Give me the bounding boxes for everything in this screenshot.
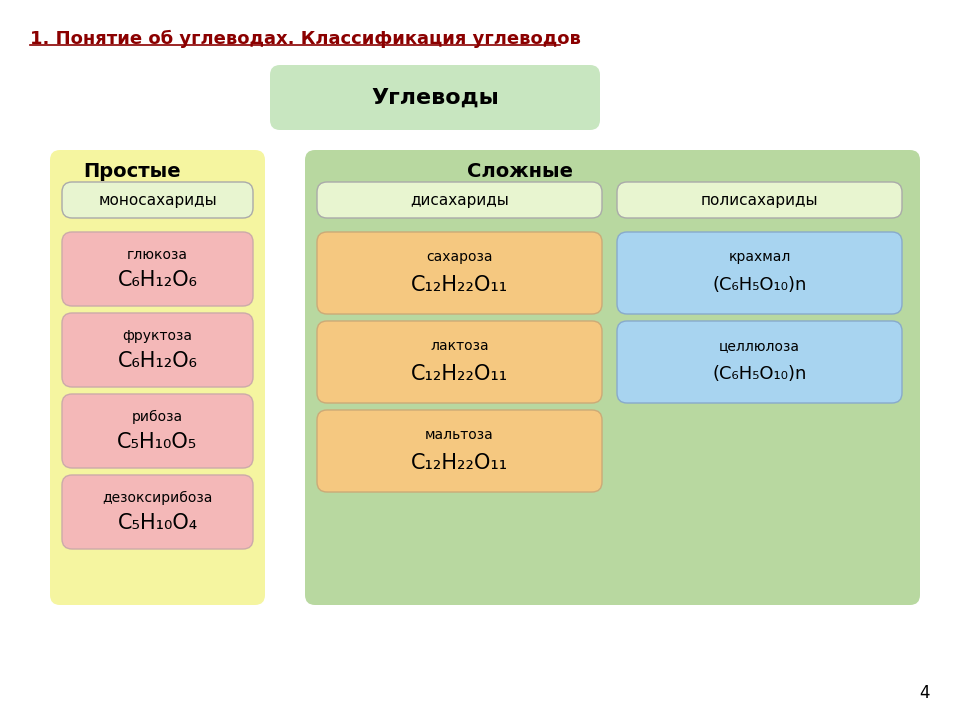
FancyBboxPatch shape bbox=[317, 321, 602, 403]
FancyBboxPatch shape bbox=[617, 182, 902, 218]
Text: Сложные: Сложные bbox=[468, 162, 573, 181]
Text: Углеводы: Углеводы bbox=[372, 88, 499, 107]
FancyBboxPatch shape bbox=[62, 182, 253, 218]
Text: рибоза: рибоза bbox=[132, 410, 183, 424]
Text: C₅H₁₀O₅: C₅H₁₀O₅ bbox=[117, 432, 198, 452]
Text: полисахариды: полисахариды bbox=[701, 192, 818, 207]
Text: лактоза: лактоза bbox=[430, 339, 489, 354]
FancyBboxPatch shape bbox=[270, 65, 600, 130]
Text: C₁₂H₂₂O₁₁: C₁₂H₂₂O₁₁ bbox=[411, 364, 508, 384]
FancyBboxPatch shape bbox=[317, 232, 602, 314]
Text: (C₆H₅O₁₀)n: (C₆H₅O₁₀)n bbox=[712, 365, 806, 383]
Text: сахароза: сахароза bbox=[426, 251, 492, 264]
Text: (C₆H₅O₁₀)n: (C₆H₅O₁₀)n bbox=[712, 276, 806, 294]
Text: 1. Понятие об углеводах. Классификация углеводов: 1. Понятие об углеводах. Классификация у… bbox=[30, 30, 581, 48]
Text: C₁₂H₂₂O₁₁: C₁₂H₂₂O₁₁ bbox=[411, 275, 508, 295]
Text: 4: 4 bbox=[920, 684, 930, 702]
FancyBboxPatch shape bbox=[62, 232, 253, 306]
FancyBboxPatch shape bbox=[62, 394, 253, 468]
Text: глюкоза: глюкоза bbox=[127, 248, 188, 262]
Text: C₅H₁₀O₄: C₅H₁₀O₄ bbox=[117, 513, 198, 533]
FancyBboxPatch shape bbox=[62, 313, 253, 387]
Text: C₆H₁₂O₆: C₆H₁₂O₆ bbox=[117, 270, 198, 290]
Text: фруктоза: фруктоза bbox=[123, 329, 193, 343]
FancyBboxPatch shape bbox=[317, 410, 602, 492]
FancyBboxPatch shape bbox=[617, 232, 902, 314]
Text: мальтоза: мальтоза bbox=[425, 428, 493, 442]
Text: моносахариды: моносахариды bbox=[98, 192, 217, 207]
FancyBboxPatch shape bbox=[617, 321, 902, 403]
Text: целлюлоза: целлюлоза bbox=[719, 339, 800, 354]
Text: C₆H₁₂O₆: C₆H₁₂O₆ bbox=[117, 351, 198, 371]
FancyBboxPatch shape bbox=[62, 475, 253, 549]
FancyBboxPatch shape bbox=[317, 182, 602, 218]
Text: C₁₂H₂₂O₁₁: C₁₂H₂₂O₁₁ bbox=[411, 454, 508, 473]
Text: Простые: Простые bbox=[83, 162, 180, 181]
FancyBboxPatch shape bbox=[50, 150, 265, 605]
Text: дезоксирибоза: дезоксирибоза bbox=[103, 491, 213, 505]
FancyBboxPatch shape bbox=[305, 150, 920, 605]
Text: крахмал: крахмал bbox=[729, 251, 791, 264]
Text: дисахариды: дисахариды bbox=[410, 192, 509, 207]
